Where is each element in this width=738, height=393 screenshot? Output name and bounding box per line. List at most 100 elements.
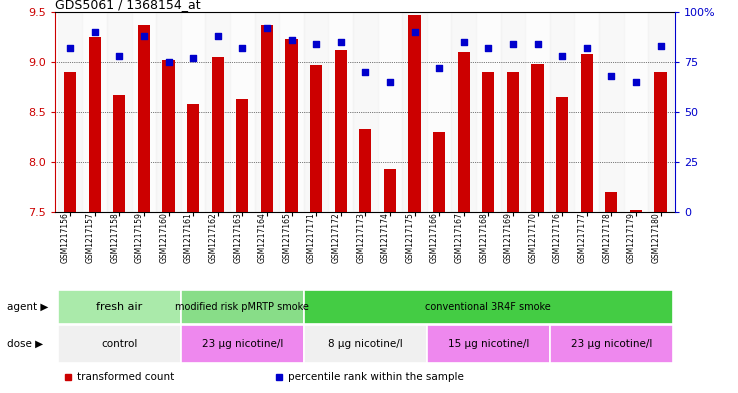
Bar <box>581 54 593 212</box>
Bar <box>550 12 574 212</box>
Bar <box>212 57 224 212</box>
Text: 23 μg nicotine/l: 23 μg nicotine/l <box>201 339 283 349</box>
Bar <box>458 52 470 212</box>
Text: GSM1217180: GSM1217180 <box>652 212 661 263</box>
Point <box>384 79 396 85</box>
Point <box>335 39 347 45</box>
Bar <box>255 12 279 212</box>
Point <box>409 29 421 35</box>
Point <box>212 33 224 39</box>
Bar <box>181 12 205 212</box>
Text: GSM1217161: GSM1217161 <box>184 212 193 263</box>
Text: GSM1217179: GSM1217179 <box>627 212 636 263</box>
Text: 15 μg nicotine/l: 15 μg nicotine/l <box>448 339 529 349</box>
Point <box>261 25 273 31</box>
Point <box>630 79 642 85</box>
Point <box>187 55 199 61</box>
Point <box>138 33 150 39</box>
Text: GDS5061 / 1368154_at: GDS5061 / 1368154_at <box>55 0 201 11</box>
Bar <box>58 290 181 323</box>
Bar <box>89 37 101 212</box>
Bar <box>261 25 273 212</box>
Text: GSM1217156: GSM1217156 <box>61 212 70 263</box>
Bar <box>107 12 131 212</box>
Point <box>162 59 174 65</box>
Bar <box>236 99 249 212</box>
Bar <box>427 325 550 363</box>
Bar <box>574 12 599 212</box>
Bar <box>230 12 255 212</box>
Bar <box>286 39 297 212</box>
Bar <box>328 12 353 212</box>
Point <box>483 45 494 51</box>
Point <box>236 45 248 51</box>
Text: GSM1217174: GSM1217174 <box>381 212 390 263</box>
Bar <box>550 325 673 363</box>
Bar <box>304 12 328 212</box>
Bar <box>310 65 323 212</box>
Bar <box>482 72 494 212</box>
Text: GSM1217162: GSM1217162 <box>209 212 218 263</box>
Bar <box>353 12 378 212</box>
Bar <box>507 72 519 212</box>
Bar <box>58 325 181 363</box>
Bar <box>599 12 624 212</box>
Text: percentile rank within the sample: percentile rank within the sample <box>289 372 464 382</box>
Text: fresh air: fresh air <box>96 301 142 312</box>
Text: 23 μg nicotine/l: 23 μg nicotine/l <box>570 339 652 349</box>
Bar <box>83 12 107 212</box>
Bar <box>64 72 76 212</box>
Point <box>655 43 666 49</box>
Point <box>114 53 125 59</box>
Text: GSM1217159: GSM1217159 <box>135 212 144 263</box>
Point <box>359 69 371 75</box>
Bar <box>113 95 125 212</box>
Text: GSM1217165: GSM1217165 <box>283 212 292 263</box>
Bar <box>624 12 648 212</box>
Bar <box>630 210 642 212</box>
Bar <box>605 192 618 212</box>
Text: GSM1217168: GSM1217168 <box>479 212 489 263</box>
Bar <box>648 12 673 212</box>
Text: GSM1217173: GSM1217173 <box>356 212 365 263</box>
Bar <box>655 72 666 212</box>
Point <box>556 53 568 59</box>
Bar <box>433 132 445 212</box>
Text: GSM1217177: GSM1217177 <box>578 212 587 263</box>
Text: modified risk pMRTP smoke: modified risk pMRTP smoke <box>176 301 309 312</box>
Point <box>581 45 593 51</box>
Bar <box>427 12 452 212</box>
Point <box>507 41 519 47</box>
Point <box>64 45 76 51</box>
Bar <box>359 129 371 212</box>
Bar <box>500 12 525 212</box>
Bar <box>156 12 181 212</box>
Bar <box>181 290 304 323</box>
Bar <box>334 50 347 212</box>
Bar <box>205 12 230 212</box>
Text: GSM1217166: GSM1217166 <box>430 212 439 263</box>
Bar <box>378 12 402 212</box>
Point <box>310 41 322 47</box>
Text: GSM1217167: GSM1217167 <box>455 212 463 263</box>
Text: GSM1217171: GSM1217171 <box>307 212 316 263</box>
Bar <box>452 12 476 212</box>
Bar <box>279 12 304 212</box>
Point <box>458 39 469 45</box>
Bar <box>525 12 550 212</box>
Bar <box>181 325 304 363</box>
Text: GSM1217172: GSM1217172 <box>331 212 341 263</box>
Text: GSM1217157: GSM1217157 <box>86 212 94 263</box>
Bar <box>402 12 427 212</box>
Bar <box>384 169 396 212</box>
Bar <box>556 97 568 212</box>
Bar <box>58 12 83 212</box>
Text: control: control <box>101 339 137 349</box>
Bar <box>531 64 544 212</box>
Text: GSM1217178: GSM1217178 <box>602 212 611 263</box>
Text: GSM1217160: GSM1217160 <box>159 212 168 263</box>
Text: agent ▶: agent ▶ <box>7 301 49 312</box>
Text: conventional 3R4F smoke: conventional 3R4F smoke <box>425 301 551 312</box>
Bar <box>131 12 156 212</box>
Bar <box>304 290 673 323</box>
